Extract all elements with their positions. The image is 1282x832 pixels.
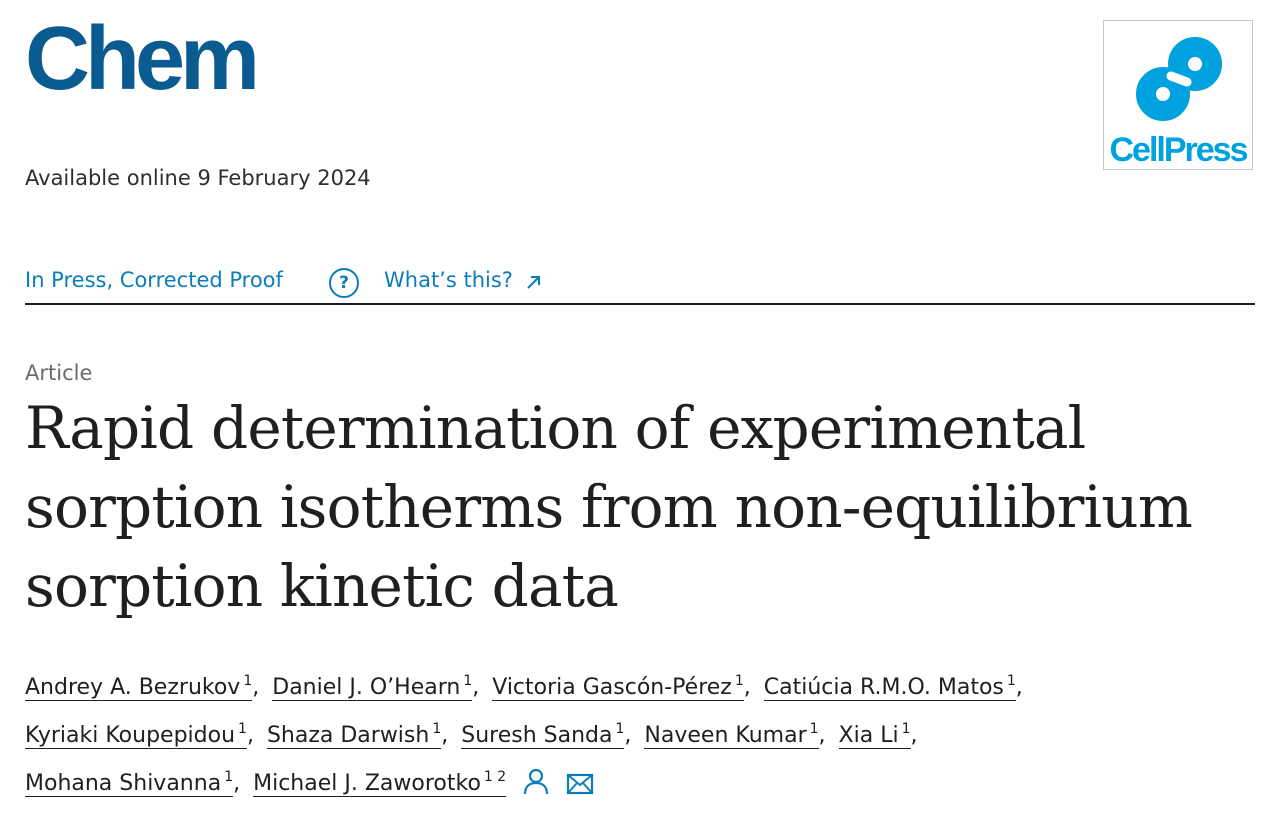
publisher-logo[interactable]: CellPress xyxy=(1103,20,1253,170)
publication-status: In Press, Corrected Proof xyxy=(25,268,283,292)
author-line: Mohana Shivanna 1, Michael J. Zaworotko 1 … xyxy=(25,760,1255,808)
author-link[interactable]: Naveen Kumar 1 xyxy=(644,721,819,749)
author-link[interactable]: Suresh Sanda 1 xyxy=(461,721,625,749)
envelope-icon[interactable] xyxy=(566,773,594,795)
help-icon[interactable]: ? xyxy=(329,268,359,298)
author-link[interactable]: Shaza Darwish 1 xyxy=(266,721,442,749)
author-link[interactable]: Michael J. Zaworotko 1 2 xyxy=(253,769,507,797)
author-line: Kyriaki Koupepidou 1, Shaza Darwish 1, Sur… xyxy=(25,721,918,749)
cellpress-mark-icon xyxy=(1136,37,1222,121)
person-icon[interactable] xyxy=(523,767,549,795)
author-link[interactable]: Andrey A. Bezrukov 1 xyxy=(25,673,253,701)
author-link[interactable]: Mohana Shivanna 1 xyxy=(25,769,234,797)
title-line: sorption isotherms from non-equilibrium xyxy=(25,473,1193,541)
title-line: sorption kinetic data xyxy=(25,552,619,620)
availability-date: Available online 9 February 2024 xyxy=(25,166,371,190)
article-type: Article xyxy=(25,361,93,385)
author-link[interactable]: Daniel J. O’Hearn 1 xyxy=(272,673,473,701)
publisher-name: CellPress xyxy=(1109,131,1249,169)
whats-this-link[interactable]: What’s this? xyxy=(384,268,513,292)
article-title: Rapid determination of experimental sorp… xyxy=(25,389,1245,626)
author-line: Andrey A. Bezrukov 1, Daniel J. O’Hearn 1,… xyxy=(25,673,1023,701)
journal-logo[interactable]: Chem xyxy=(25,9,260,109)
author-link[interactable]: Xia Li 1 xyxy=(838,721,911,749)
author-list: Andrey A. Bezrukov 1, Daniel J. O’Hearn 1,… xyxy=(25,664,1255,808)
external-link-icon[interactable] xyxy=(524,272,544,292)
author-link[interactable]: Catiúcia R.M.O. Matos 1 xyxy=(763,673,1016,701)
author-link[interactable]: Victoria Gascón-Pérez 1 xyxy=(492,673,744,701)
title-line: Rapid determination of experimental xyxy=(25,394,1086,462)
publication-status-bar: In Press, Corrected Proof ? What’s this? xyxy=(25,265,1255,305)
author-link[interactable]: Kyriaki Koupepidou 1 xyxy=(25,721,247,749)
